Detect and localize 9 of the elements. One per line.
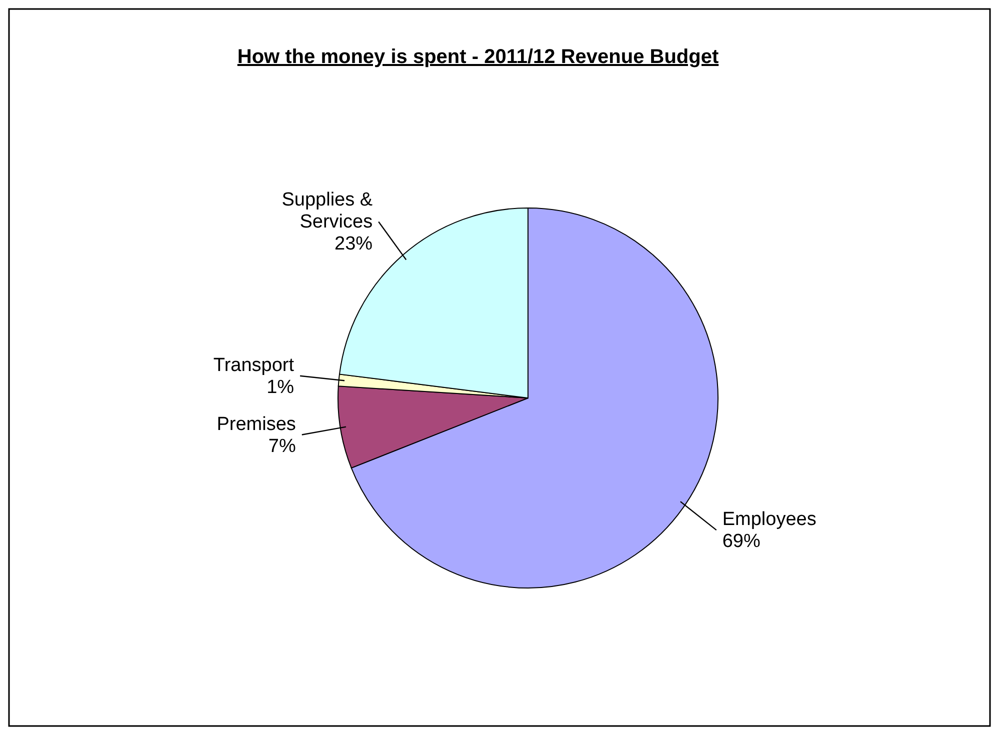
data-label: 69% [722, 531, 760, 552]
slice-label: Supplies & Services [282, 190, 373, 233]
data-label: 23% [334, 234, 373, 255]
data-label: 1% [266, 376, 294, 398]
slice-label: Transport [213, 354, 295, 376]
chart-title: How the money is spent - 2011/12 Revenue Budget [237, 46, 719, 68]
data-label: 7% [268, 436, 296, 457]
slice-label: Employees [722, 509, 816, 530]
slice-label: Premises [216, 414, 296, 435]
